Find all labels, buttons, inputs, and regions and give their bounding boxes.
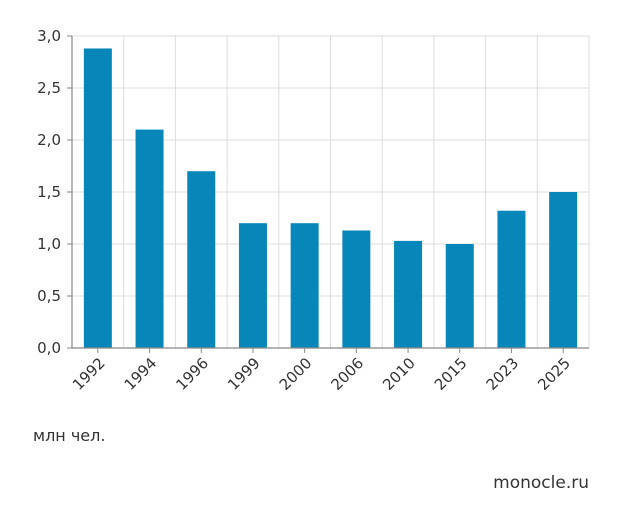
unit-label: млн чел. — [33, 426, 106, 445]
bars — [83, 48, 578, 348]
x-tick-label: 2025 — [534, 354, 574, 394]
x-tick-label: 2000 — [276, 354, 316, 394]
y-tick-label: 2,0 — [37, 131, 61, 149]
grid-lines — [71, 35, 590, 349]
x-tick-label: 1994 — [121, 354, 161, 394]
y-tick-label: 1,5 — [37, 183, 61, 201]
y-tick-label: 3,0 — [37, 27, 61, 45]
y-tick-label: 0,0 — [37, 339, 61, 357]
y-tick-labels: 0,0 0,5 1,0 1,5 2,0 2,5 3,0 — [37, 27, 61, 357]
x-tick-label: 2023 — [483, 354, 523, 394]
bar-2010 — [394, 240, 423, 348]
x-tick-label: 1999 — [224, 354, 264, 394]
x-tick-label: 1996 — [172, 354, 212, 394]
y-tick-label: 2,5 — [37, 79, 61, 97]
x-tick-label: 2006 — [327, 354, 367, 394]
y-tick-label: 0,5 — [37, 287, 61, 305]
x-tick-label: 2010 — [379, 354, 419, 394]
bar-2023 — [497, 210, 526, 348]
bar-chart: 0,0 0,5 1,0 1,5 2,0 2,5 3,0 1992 1994 1996 1999 20… — [37, 27, 590, 394]
bar-2015 — [445, 244, 474, 348]
bar-1999 — [238, 223, 267, 348]
x-tick-label: 2015 — [431, 354, 471, 394]
bar-2006 — [342, 230, 371, 348]
bar-1992 — [83, 48, 112, 348]
axes — [67, 35, 589, 353]
y-tick-label: 1,0 — [37, 235, 61, 253]
x-tick-labels: 1992 1994 1996 1999 2000 2006 2010 2015 2023 2025 — [69, 354, 574, 394]
x-tick-label: 1992 — [69, 354, 109, 394]
bar-2025 — [549, 192, 578, 348]
bar-1996 — [187, 171, 216, 348]
bar-1994 — [135, 129, 164, 348]
source-label: monocle.ru — [493, 473, 589, 493]
bar-2000 — [290, 223, 319, 348]
